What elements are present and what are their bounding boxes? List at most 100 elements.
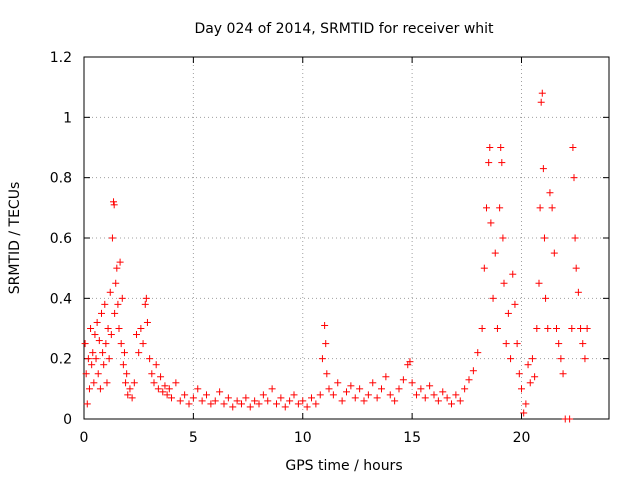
data-point [536, 204, 544, 212]
data-point [325, 385, 333, 393]
data-point [85, 385, 93, 393]
data-point [537, 98, 545, 106]
data-point [113, 264, 121, 272]
data-point [456, 397, 464, 405]
data-point [491, 249, 499, 257]
data-point [105, 355, 113, 363]
data-point [364, 391, 372, 399]
data-point [538, 89, 546, 97]
data-point [378, 385, 385, 393]
data-point [360, 397, 368, 405]
data-point [356, 385, 364, 393]
data-point [386, 391, 394, 399]
data-point [165, 385, 173, 393]
data-point [112, 279, 120, 287]
data-point [548, 204, 556, 212]
data-point [369, 379, 377, 387]
data-point [124, 391, 132, 399]
data-point [128, 394, 136, 402]
y-tick-label: 0.4 [50, 291, 72, 307]
data-point [399, 376, 407, 384]
data-point [141, 300, 149, 308]
data-point [92, 355, 100, 363]
data-point [84, 355, 92, 363]
data-point [583, 325, 591, 332]
data-point [343, 388, 350, 396]
data-point [290, 391, 298, 399]
data-point [535, 279, 543, 287]
data-points [81, 89, 591, 423]
data-point [550, 249, 558, 257]
data-point [152, 361, 160, 369]
data-point [119, 361, 127, 369]
data-point [395, 385, 403, 393]
y-tick-label: 0 [63, 412, 72, 428]
data-point [461, 385, 469, 393]
x-tick-label: 10 [294, 430, 312, 446]
data-point [499, 234, 507, 242]
data-point [104, 325, 112, 332]
data-point [526, 379, 534, 387]
data-point [507, 355, 515, 363]
data-point [497, 144, 505, 151]
data-point [513, 340, 521, 348]
data-point [123, 370, 131, 378]
data-point [539, 165, 547, 173]
data-point [303, 403, 311, 411]
y-tick-label: 0.2 [50, 352, 72, 368]
data-point [430, 391, 438, 399]
data-point [486, 144, 494, 151]
data-point [143, 318, 151, 326]
data-point [555, 340, 563, 348]
data-point [207, 400, 215, 408]
x-tick-label: 15 [403, 430, 421, 446]
data-point [509, 270, 517, 278]
data-point [211, 397, 219, 405]
tick-labels: 0 5 10 15 20 0 0.2 0.4 0.6 0.8 1 1.2 [50, 50, 531, 446]
data-point [485, 159, 493, 167]
data-point [299, 397, 307, 405]
x-tick-label: 5 [189, 430, 198, 446]
data-point [487, 219, 495, 227]
data-point [566, 415, 574, 423]
data-point [480, 264, 488, 272]
data-point [189, 394, 197, 402]
data-point [502, 340, 510, 348]
data-point [347, 382, 355, 390]
data-point [246, 403, 254, 411]
data-point [108, 234, 116, 242]
data-point [489, 294, 497, 302]
data-point [259, 391, 267, 399]
data-point [114, 300, 122, 308]
data-point [286, 397, 294, 405]
data-point [93, 318, 101, 326]
data-point [321, 321, 329, 329]
data-point [110, 198, 118, 206]
data-point [413, 391, 420, 399]
data-point [157, 373, 165, 381]
data-point [159, 388, 167, 396]
data-point [251, 397, 259, 405]
data-point [185, 400, 193, 408]
data-point [101, 300, 109, 308]
data-point [515, 370, 523, 378]
data-point [469, 367, 477, 375]
data-point [417, 385, 425, 393]
data-point [329, 391, 337, 399]
data-point [96, 385, 104, 393]
data-point [281, 403, 289, 411]
data-point [334, 379, 342, 387]
data-point [518, 385, 525, 393]
data-point [116, 258, 124, 266]
data-point [577, 325, 585, 332]
data-point [176, 397, 184, 405]
data-point [318, 355, 326, 363]
data-point [579, 340, 587, 348]
data-point [546, 189, 554, 197]
data-point [533, 325, 541, 332]
data-point [443, 394, 451, 402]
data-point [528, 355, 536, 363]
data-point [107, 331, 115, 339]
data-point [294, 400, 302, 408]
data-point [220, 400, 228, 408]
